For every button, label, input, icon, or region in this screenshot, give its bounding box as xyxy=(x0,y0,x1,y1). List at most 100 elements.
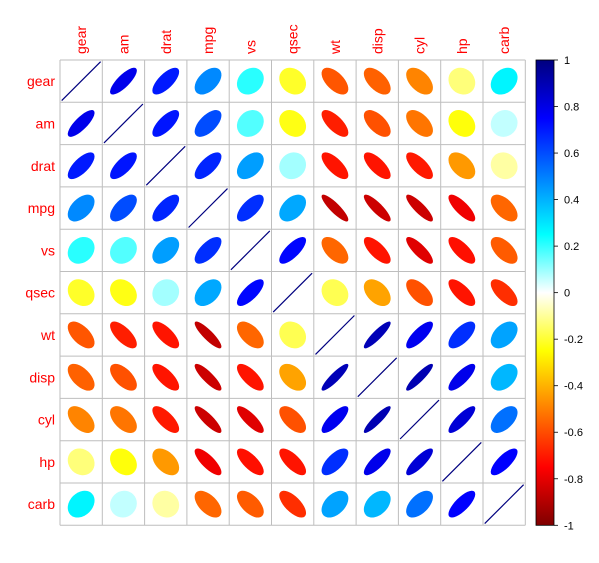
cell-mpg-gear xyxy=(67,194,95,222)
column-label-vs: vs xyxy=(242,40,258,54)
cell-carb-hp xyxy=(448,490,476,518)
cell-qsec-wt xyxy=(321,279,349,307)
cell-gear-wt xyxy=(321,67,349,95)
cell-carb-am xyxy=(110,490,137,518)
cell-drat-vs xyxy=(236,152,264,180)
cell-carb-wt xyxy=(321,490,349,518)
cell-vs-hp xyxy=(448,236,476,264)
diagonal-line-carb xyxy=(484,484,525,525)
cell-qsec-hp xyxy=(448,279,476,307)
cell-gear-am xyxy=(110,67,137,95)
cell-carb-mpg xyxy=(194,490,222,518)
cell-vs-mpg xyxy=(194,236,222,264)
cell-mpg-disp xyxy=(363,194,391,222)
cell-qsec-gear xyxy=(67,279,95,307)
diagonal-line-disp xyxy=(357,357,398,398)
cell-carb-drat xyxy=(152,490,180,518)
diagonal-line-qsec xyxy=(272,272,313,313)
cell-vs-am xyxy=(110,236,137,264)
cell-drat-mpg xyxy=(194,152,222,180)
legend-tick-label: 0.2 xyxy=(564,241,579,253)
cell-mpg-cyl xyxy=(406,194,433,222)
row-label-mpg: mpg xyxy=(28,200,55,216)
cell-drat-wt xyxy=(321,152,349,180)
cell-gear-cyl xyxy=(406,67,433,95)
cell-hp-qsec xyxy=(279,448,307,476)
cell-cyl-vs xyxy=(236,406,264,433)
cell-cyl-gear xyxy=(67,406,95,433)
column-label-hp: hp xyxy=(454,38,470,54)
row-label-vs: vs xyxy=(41,242,55,258)
cell-drat-carb xyxy=(490,152,518,180)
row-label-wt: wt xyxy=(40,327,55,343)
column-label-carb: carb xyxy=(496,27,512,54)
column-label-gear: gear xyxy=(73,26,89,54)
cell-drat-disp xyxy=(363,152,391,180)
cell-disp-qsec xyxy=(279,363,307,391)
cell-qsec-cyl xyxy=(406,279,433,307)
cell-vs-wt xyxy=(321,236,349,264)
legend-tick-label: -1 xyxy=(564,520,574,532)
row-labels: gear am drat mpg vs qsec wt disp cyl hp carb xyxy=(25,73,55,512)
column-label-cyl: cyl xyxy=(412,37,428,54)
row-label-hp: hp xyxy=(39,454,55,470)
cell-hp-drat xyxy=(152,448,180,476)
cell-mpg-qsec xyxy=(279,194,307,222)
column-label-qsec: qsec xyxy=(285,24,301,54)
cell-carb-gear xyxy=(67,490,95,518)
cell-cyl-mpg xyxy=(194,406,222,433)
cell-gear-vs xyxy=(236,67,264,95)
cell-gear-qsec xyxy=(279,67,307,95)
cell-hp-carb xyxy=(490,448,518,476)
cell-disp-am xyxy=(110,363,137,391)
cell-mpg-am xyxy=(110,194,137,222)
legend-tick-label: -0.4 xyxy=(564,381,583,393)
cell-wt-gear xyxy=(67,321,95,349)
cell-qsec-mpg xyxy=(194,279,222,307)
cell-qsec-am xyxy=(110,279,137,307)
row-label-cyl: cyl xyxy=(38,412,55,428)
cell-carb-disp xyxy=(363,490,391,518)
cell-gear-disp xyxy=(363,67,391,95)
legend-tick-label: 0.4 xyxy=(564,195,579,207)
cell-wt-drat xyxy=(152,321,180,349)
cell-cyl-wt xyxy=(321,406,349,433)
legend-tick-label: -0.8 xyxy=(564,474,583,486)
cell-mpg-hp xyxy=(448,194,476,222)
cell-hp-am xyxy=(110,448,137,476)
cell-am-carb xyxy=(490,110,518,137)
cell-hp-disp xyxy=(363,448,391,476)
cell-drat-gear xyxy=(67,152,95,180)
cell-am-hp xyxy=(448,110,476,137)
grid-lines xyxy=(59,59,526,526)
diagonal-line-am xyxy=(103,103,144,144)
cell-carb-cyl xyxy=(406,490,433,518)
diagonal-line-wt xyxy=(315,315,355,355)
cell-am-drat xyxy=(152,110,180,137)
cell-drat-qsec xyxy=(279,152,307,180)
row-label-am: am xyxy=(36,115,55,131)
cell-vs-disp xyxy=(363,236,391,264)
cell-qsec-vs xyxy=(236,279,264,307)
cell-vs-qsec xyxy=(279,236,307,264)
diagonal-line-hp xyxy=(441,441,482,482)
cell-wt-carb xyxy=(490,321,518,349)
cell-cyl-disp xyxy=(363,406,391,433)
legend-tick-label: 0.6 xyxy=(564,148,579,160)
legend-tick-label: 1 xyxy=(564,55,570,67)
cell-carb-qsec xyxy=(279,490,307,518)
row-label-qsec: qsec xyxy=(25,285,55,301)
legend-colorbar xyxy=(535,59,555,526)
cell-qsec-carb xyxy=(490,279,518,307)
diagonal-line-vs xyxy=(230,230,271,271)
cell-disp-hp xyxy=(448,363,476,391)
cell-vs-cyl xyxy=(406,236,433,264)
row-label-disp: disp xyxy=(29,369,55,385)
cell-drat-am xyxy=(110,152,137,180)
cell-am-gear xyxy=(67,110,95,137)
cell-disp-drat xyxy=(152,363,180,391)
cell-disp-carb xyxy=(490,363,518,391)
cell-cyl-qsec xyxy=(279,406,307,433)
cell-carb-vs xyxy=(236,490,264,518)
legend-tick-label: 0.8 xyxy=(564,102,579,114)
